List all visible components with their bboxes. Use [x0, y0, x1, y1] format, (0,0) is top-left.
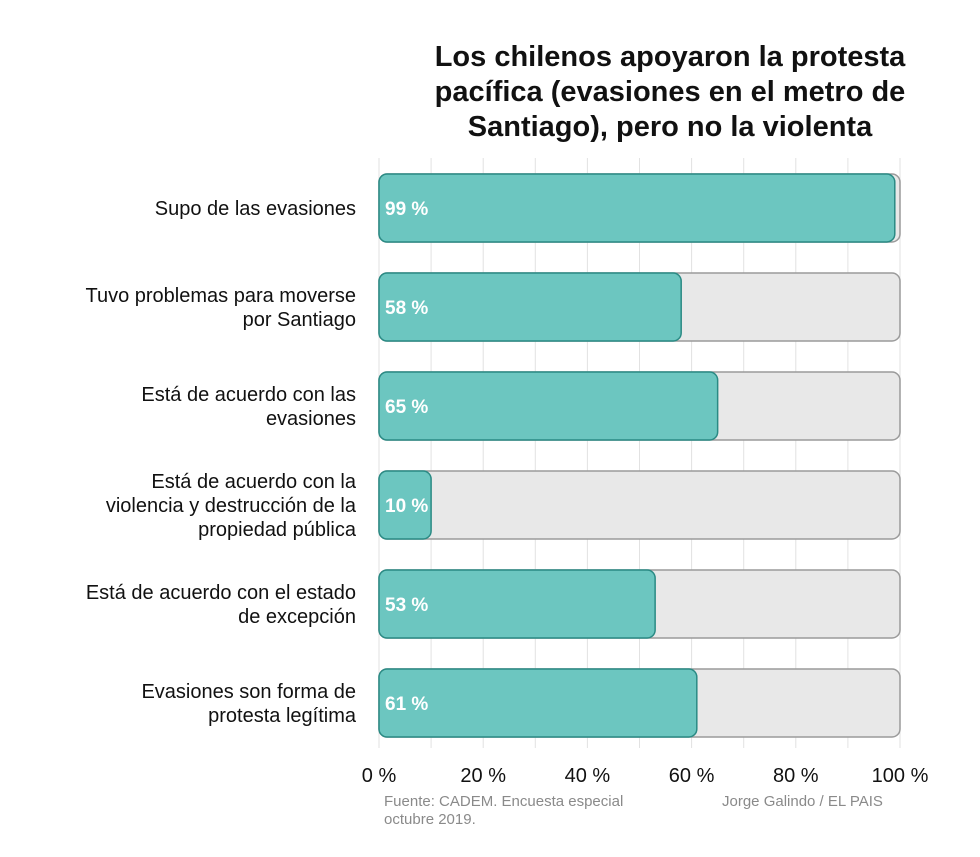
- category-label: propiedad pública: [198, 519, 357, 541]
- category-label: de excepción: [238, 606, 356, 628]
- category-label: por Santiago: [243, 309, 356, 331]
- bar-value-label: 65 %: [385, 397, 428, 418]
- bar-value-label: 58 %: [385, 298, 428, 319]
- bar: [378, 668, 698, 738]
- category-label: Está de acuerdo con la: [151, 471, 356, 493]
- bar: [378, 173, 896, 243]
- x-tick-label: 60 %: [669, 765, 715, 787]
- category-label: violencia y destrucción de la: [106, 495, 357, 517]
- bar: [378, 569, 656, 639]
- source-line: Fuente: CADEM. Encuesta especial: [384, 793, 624, 810]
- bar: [378, 272, 682, 342]
- chart-title-line: Santiago), pero no la violenta: [467, 111, 873, 143]
- category-label: Tuvo problemas para moverse: [86, 285, 357, 307]
- bar-chart: 0 % 20 % 40 % 60 % 80 % 100 % 99 % Supo de las …: [86, 158, 929, 787]
- source-note: Fuente: CADEM. Encuesta especial octubre…: [384, 793, 674, 829]
- bar-value-label: 61 %: [385, 694, 428, 715]
- source-line: octubre 2019.: [384, 811, 476, 828]
- chart-title-line: Los chilenos apoyaron la protesta: [434, 41, 906, 73]
- category-label: protesta legítima: [208, 705, 357, 727]
- bar-value-label: 53 %: [385, 595, 428, 616]
- author-credit: Jorge Galindo / EL PAIS: [722, 793, 883, 810]
- bar-value-label: 10 %: [385, 496, 428, 517]
- x-tick-label: 0 %: [362, 765, 397, 787]
- chart-title: Los chilenos apoyaron la protesta pacífi…: [360, 40, 980, 145]
- category-label: Está de acuerdo con el estado: [86, 582, 356, 604]
- bar-track: [378, 470, 901, 540]
- bar: [378, 371, 719, 441]
- bar: [378, 470, 432, 540]
- chart-title-line: pacífica (evasiones en el metro de: [434, 76, 906, 108]
- category-label: Supo de las evasiones: [155, 198, 356, 220]
- bar-value-label: 99 %: [385, 199, 428, 220]
- x-tick-label: 20 %: [460, 765, 506, 787]
- x-tick-label: 40 %: [565, 765, 611, 787]
- x-tick-label: 80 %: [773, 765, 819, 787]
- category-label: Evasiones son forma de: [141, 681, 356, 703]
- x-tick-label: 100 %: [872, 765, 929, 787]
- category-label: evasiones: [266, 408, 356, 430]
- category-label: Está de acuerdo con las: [141, 384, 356, 406]
